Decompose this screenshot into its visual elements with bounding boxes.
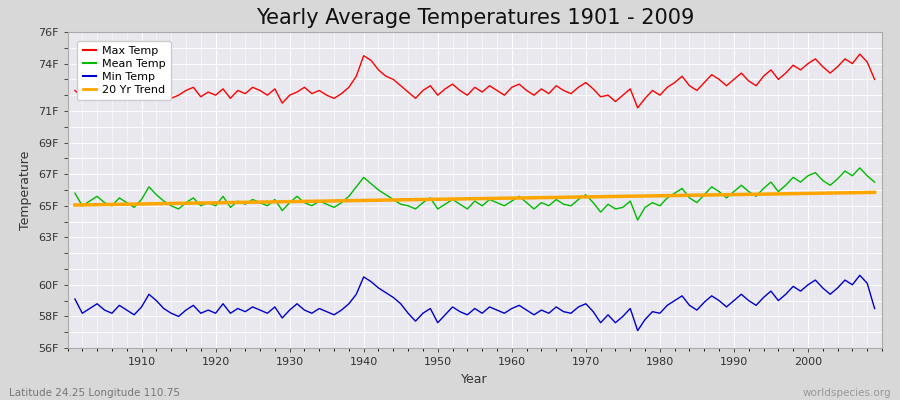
- Y-axis label: Temperature: Temperature: [19, 150, 32, 230]
- Text: Latitude 24.25 Longitude 110.75: Latitude 24.25 Longitude 110.75: [9, 388, 180, 398]
- Title: Yearly Average Temperatures 1901 - 2009: Yearly Average Temperatures 1901 - 2009: [256, 8, 694, 28]
- Text: worldspecies.org: worldspecies.org: [803, 388, 891, 398]
- Legend: Max Temp, Mean Temp, Min Temp, 20 Yr Trend: Max Temp, Mean Temp, Min Temp, 20 Yr Tre…: [77, 41, 171, 100]
- X-axis label: Year: Year: [462, 372, 488, 386]
